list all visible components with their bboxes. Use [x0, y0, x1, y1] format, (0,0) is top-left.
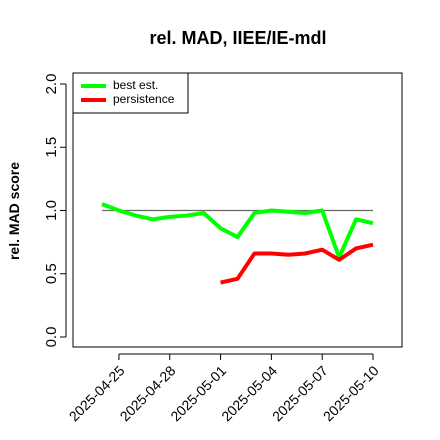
y-tick-label: 0.5	[43, 263, 60, 284]
y-tick-label: 2.0	[43, 74, 60, 95]
data-line	[101, 202, 374, 260]
chart-title: rel. MAD, IIEE/IE-mdl	[149, 28, 326, 48]
x-tick-label: 2025-05-10	[320, 362, 382, 424]
legend-label: best est.	[113, 78, 158, 92]
plot-frame	[72, 72, 403, 348]
y-tick-label: 1.0	[43, 200, 60, 221]
data-line	[220, 242, 374, 285]
y-tick-label: 0.0	[43, 327, 60, 348]
y-axis-label: rel. MAD score	[6, 162, 22, 260]
legend-label: persistence	[113, 92, 175, 106]
y-tick-label: 1.5	[43, 137, 60, 158]
legend-box	[72, 72, 189, 114]
